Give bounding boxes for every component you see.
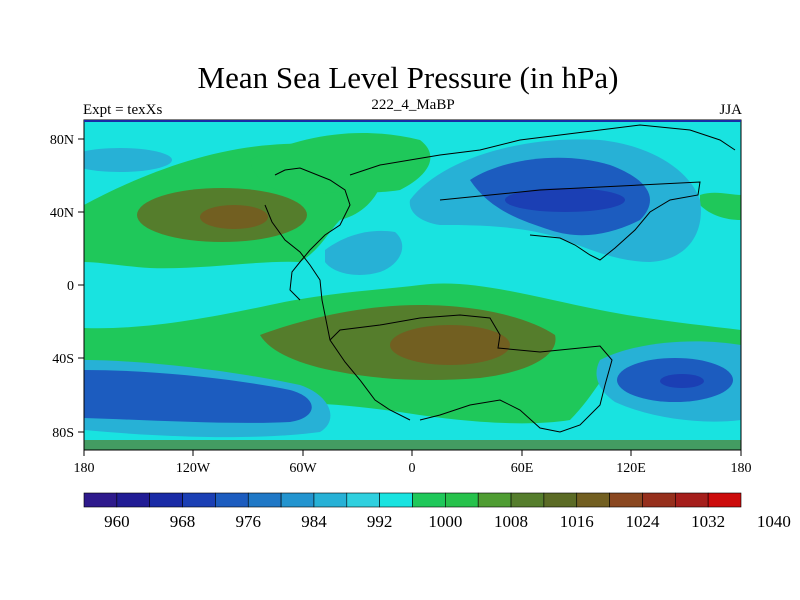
colorbar-label: 1040 (757, 512, 791, 531)
lat-tick-label: 40S (52, 352, 74, 367)
map-figure: 180 120W 60W 0 60E 120E 180 80N 40N 0 40… (0, 0, 800, 600)
field-darkblue-se (660, 374, 704, 388)
field-antarctic-edge (84, 440, 741, 450)
colorbar-swatch (215, 493, 248, 507)
lon-tick-label: 60E (511, 461, 534, 476)
colorbar-label: 1032 (691, 512, 725, 531)
lon-tick-label: 0 (409, 461, 416, 476)
colorbar-swatch (314, 493, 347, 507)
lat-tick-label: 80S (52, 426, 74, 441)
colorbar-swatch (445, 493, 478, 507)
colorbar-label: 984 (301, 512, 327, 531)
colorbar-label: 976 (236, 512, 262, 531)
colorbar-swatch (347, 493, 380, 507)
colorbar-swatch (183, 493, 216, 507)
colorbar-swatch (544, 493, 577, 507)
colorbar-swatch (708, 493, 741, 507)
lon-tick-label: 120W (176, 461, 211, 476)
colorbar-swatch (281, 493, 314, 507)
lon-axis: 180 120W 60W 0 60E 120E 180 (74, 450, 752, 476)
colorbar-label: 960 (104, 512, 130, 531)
lon-tick-label: 180 (731, 461, 752, 476)
lon-tick-label: 180 (74, 461, 95, 476)
colorbar-swatch (511, 493, 544, 507)
colorbar-swatch (380, 493, 413, 507)
field-brown-north (200, 205, 268, 229)
colorbar-swatch (413, 493, 446, 507)
colorbar-swatch (577, 493, 610, 507)
lat-tick-label: 80N (50, 133, 74, 148)
colorbar-label: 1008 (494, 512, 528, 531)
colorbar-swatch (642, 493, 675, 507)
pressure-field (68, 120, 741, 450)
colorbar-swatch (117, 493, 150, 507)
colorbar-swatch (84, 493, 117, 507)
field-brown-south (390, 325, 510, 365)
colorbar-swatch (150, 493, 183, 507)
lat-tick-label: 0 (67, 279, 74, 294)
colorbar-swatch (610, 493, 643, 507)
lon-tick-label: 60W (289, 461, 317, 476)
lat-tick-label: 40N (50, 206, 74, 221)
colorbar-label: 1024 (625, 512, 660, 531)
colorbar-swatch (675, 493, 708, 507)
colorbar-swatch (478, 493, 511, 507)
colorbar: 960 968 976 984 992 1000 1008 1016 1024 1032 1040 (84, 493, 791, 531)
colorbar-label: 1000 (428, 512, 462, 531)
colorbar-label: 1016 (560, 512, 594, 531)
colorbar-label: 992 (367, 512, 393, 531)
colorbar-swatch (248, 493, 281, 507)
lat-axis: 80N 40N 0 40S 80S (50, 133, 84, 441)
colorbar-label: 968 (170, 512, 196, 531)
lon-tick-label: 120E (616, 461, 646, 476)
